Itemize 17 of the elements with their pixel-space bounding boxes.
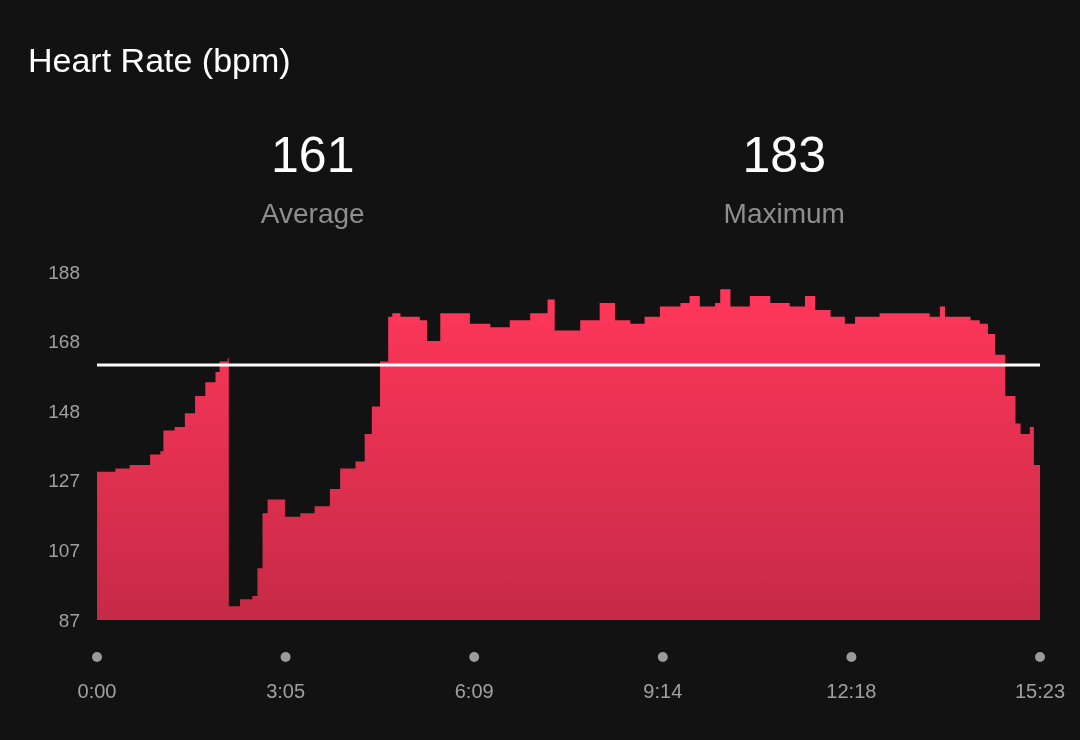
text: 183 [742,127,826,183]
y-tick-label: 188 [48,261,80,283]
x-tick-label: 12:18 [826,680,877,702]
text: 161 [271,127,355,183]
y-tick-label: 87 [58,609,80,631]
x-tick-label: 3:05 [266,680,306,702]
chart-title: Heart Rate (bpm) [28,41,291,79]
x-tick-label: 6:09 [454,680,494,702]
x-tick-label: 15:23 [1014,680,1066,702]
y-tick-label: 168 [48,331,80,353]
y-tick-label: 148 [48,400,80,422]
y-tick-label: 127 [48,470,80,492]
x-tick-label: 0:00 [77,680,117,702]
text: Maximum [723,198,845,229]
text: Average [260,198,365,229]
y-tick-label: 107 [48,540,80,562]
x-tick-label: 9:14 [643,680,683,702]
